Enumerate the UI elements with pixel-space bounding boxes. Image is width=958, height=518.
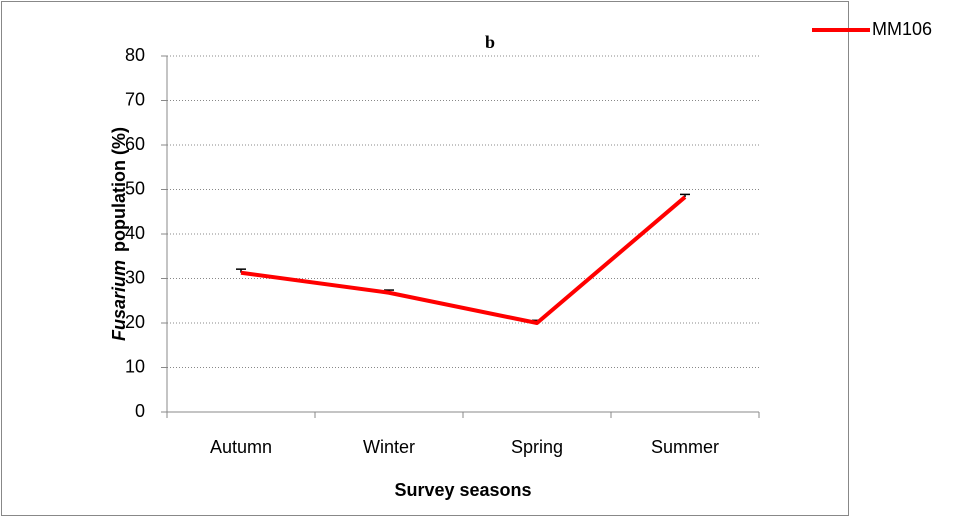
y-axis-label-italic: Fusarium	[109, 260, 129, 341]
x-tick-label: Winter	[363, 437, 415, 457]
y-tick-label: 10	[125, 356, 145, 376]
x-tick-label: Spring	[511, 437, 563, 457]
legend-label: MM106	[872, 19, 932, 39]
y-tick-label: 0	[135, 401, 145, 421]
x-tick-label: Autumn	[210, 437, 272, 457]
x-axis-label: Survey seasons	[394, 480, 531, 500]
y-tick-label: 20	[125, 312, 145, 332]
y-tick-label: 50	[125, 178, 145, 198]
y-tick-label: 60	[125, 134, 145, 154]
y-axis-label-rest: population (%)	[109, 127, 129, 252]
data-line	[240, 195, 687, 325]
y-tick-label: 80	[125, 45, 145, 65]
x-tick-label: Summer	[651, 437, 719, 457]
y-tick-label: 30	[125, 267, 145, 287]
y-tick-label: 70	[125, 89, 145, 109]
y-tick-label: 40	[125, 223, 145, 243]
chart-border	[1, 1, 849, 516]
chart-title: b	[485, 32, 495, 52]
y-axis-label: Fusarium population (%)	[109, 127, 129, 341]
